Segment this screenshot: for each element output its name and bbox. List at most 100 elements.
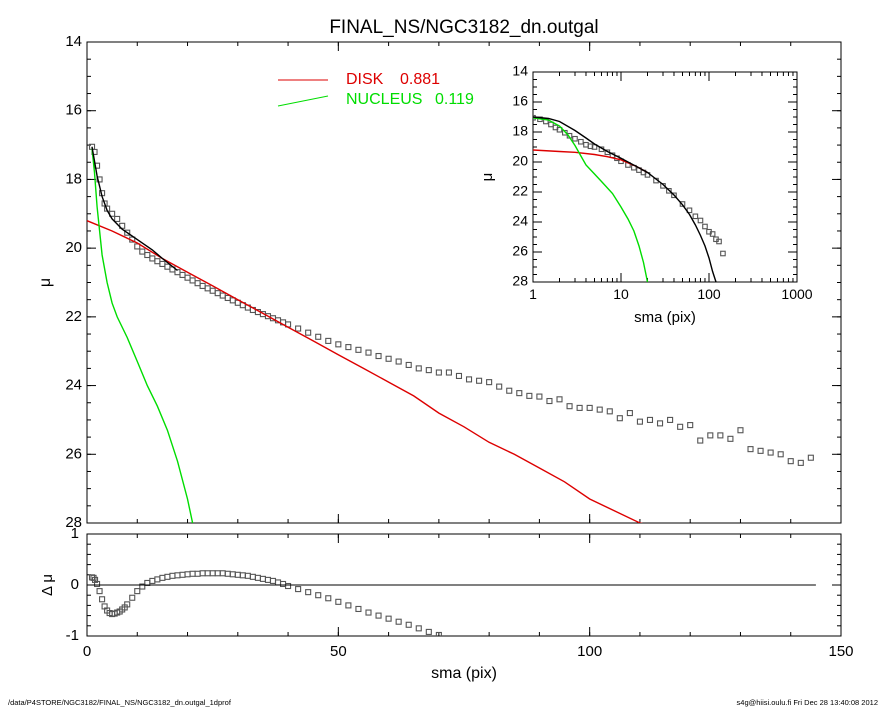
residual-data-point (224, 570, 231, 577)
main-ytick-label: 26 (65, 445, 82, 462)
main-data-point (697, 437, 704, 444)
main-data-point (646, 416, 654, 423)
inset-xtick-label: 1000 (781, 286, 812, 302)
residual-data-point (129, 594, 136, 601)
residual-data-point (194, 570, 201, 577)
residual-data-point (249, 573, 256, 580)
main-data-point (707, 432, 714, 439)
main-ytick-label: 28 (65, 514, 82, 531)
main-data-point (465, 376, 473, 383)
main-data-point (335, 341, 342, 348)
main-data-point (586, 404, 593, 411)
residual-data-point (259, 575, 266, 582)
inset-xtick-label: 1 (529, 286, 537, 302)
residual-data-point (425, 628, 432, 635)
residual-data-point (285, 582, 292, 590)
main-data-point (224, 294, 231, 302)
footer-stamp: s4g@hiisi.oulu.fi Fri Dec 28 13:40:08 20… (737, 698, 878, 707)
main-data-point (717, 432, 724, 439)
inset-ytick-label: 26 (512, 243, 528, 259)
residual-data-point (274, 579, 282, 586)
residual-data-point (279, 580, 287, 588)
residual-data-point (209, 570, 216, 577)
figure-title: FINAL_NS/NGC3182_dn.outgal (329, 17, 598, 38)
main-data-point (727, 435, 734, 442)
residual-data-point (254, 574, 261, 581)
inset-data-point (556, 126, 563, 133)
main-data-point (777, 451, 784, 458)
main-data-point (445, 369, 452, 376)
legend-disk-label: DISK (346, 71, 384, 88)
main-data-point (626, 410, 633, 417)
residual-data-point (244, 572, 251, 579)
inset-ytick-label: 28 (512, 273, 528, 289)
inset-data-point (716, 238, 722, 245)
inset-ytick-label: 20 (512, 153, 528, 169)
main-data-point (435, 369, 442, 376)
residual-data-point (134, 588, 141, 595)
residual-data-point (184, 571, 191, 578)
residual-xtick-label: 100 (577, 643, 602, 660)
main-data-point (184, 274, 191, 281)
residual-data-point (345, 602, 352, 609)
main-ytick-label: 18 (65, 170, 82, 187)
residual-data-point (229, 571, 236, 578)
inset-line-total (533, 116, 717, 282)
residual-data-point (365, 609, 372, 616)
residual-data-point (239, 572, 246, 579)
main-data-point (677, 423, 684, 430)
main-data-point (385, 355, 392, 362)
inset-data-point (666, 188, 672, 194)
residual-data-point (204, 570, 211, 577)
residual-data-point (315, 592, 322, 599)
legend-disk-value: 0.881 (400, 71, 440, 88)
main-data-point (164, 263, 171, 270)
main-data-point (455, 372, 463, 380)
main-data-point (576, 404, 583, 411)
main-line-disk (87, 220, 644, 523)
main-data-point (139, 248, 146, 255)
main-data-point (516, 390, 523, 397)
inset-data-point (679, 201, 686, 207)
main-data-point (656, 420, 664, 427)
inset-data-point (583, 141, 589, 148)
main-data-point (154, 258, 161, 265)
inset-data-point (697, 217, 704, 224)
main-line-total (91, 146, 178, 272)
main-data-point (415, 365, 422, 372)
residual-data-point (179, 571, 186, 578)
inset-xtick-label: 10 (613, 286, 629, 302)
inset-line-nucleus (533, 117, 649, 282)
main-data-point (219, 292, 226, 299)
residual-data-point (139, 583, 146, 590)
main-data-point (747, 446, 754, 453)
main-data-point (194, 280, 201, 287)
main-data-point (305, 329, 312, 336)
main-data-point (787, 458, 794, 465)
inset-ytick-label: 16 (512, 93, 528, 109)
legend-nucleus-swatch (277, 95, 329, 107)
main-data-point (486, 379, 493, 386)
inset-frame (532, 71, 798, 283)
residual-data-point (234, 571, 241, 578)
residual-ytick-label: 0 (71, 576, 79, 593)
inset-xtick-label: 100 (697, 286, 721, 302)
main-data-point (355, 346, 362, 353)
main-data-point (556, 396, 563, 403)
residual-data-point (189, 570, 196, 577)
main-data-point (199, 282, 206, 289)
main-ytick-label: 24 (65, 377, 82, 394)
main-data-point (325, 337, 332, 344)
legend-nucleus-label: NUCLEUS (346, 91, 422, 108)
residual-data-point (264, 576, 272, 583)
residual-data-point (199, 570, 206, 577)
residual-data-point (174, 572, 181, 579)
main-data-point (124, 229, 131, 236)
main-data-point (204, 285, 211, 292)
main-data-point (596, 406, 603, 413)
main-data-point (797, 459, 804, 466)
residual-data-point (269, 577, 277, 584)
residual-data-point (325, 595, 332, 602)
main-data-point (315, 333, 322, 340)
